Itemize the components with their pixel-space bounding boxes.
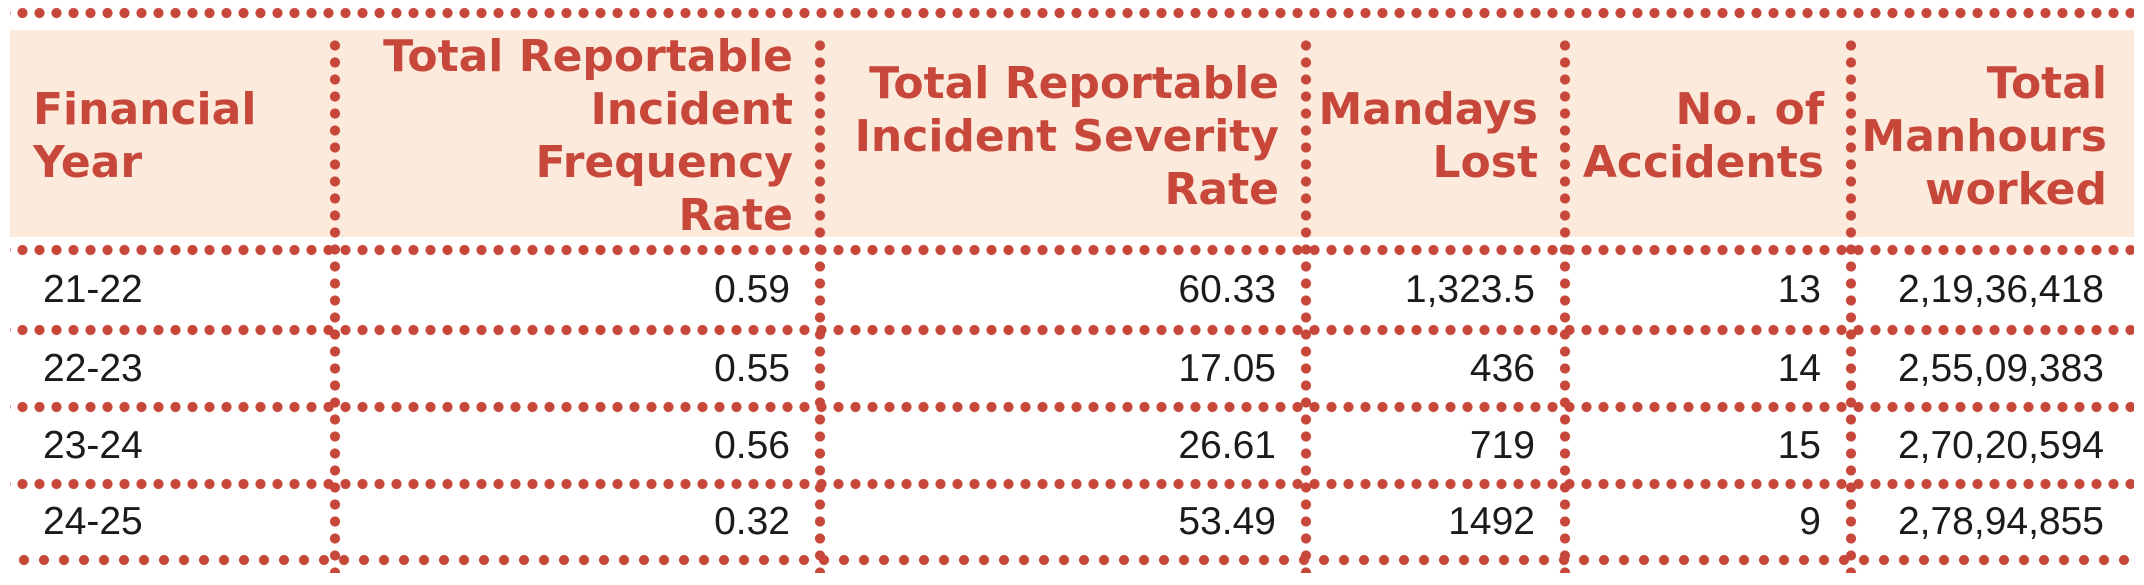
table-cell-mandays-lost: 1,323.5 <box>1404 268 1535 311</box>
row-divider <box>10 324 2134 336</box>
table-cell-frequency-rate: 0.59 <box>714 268 790 311</box>
row-divider <box>10 478 2134 490</box>
table-cell-financial-year: 21-22 <box>43 268 143 311</box>
column-header-mandays-lost: Mandays Lost <box>1318 84 1538 188</box>
column-header-total-manhours-worked: Total Manhours worked <box>1861 57 2107 215</box>
table-cell-no-of-accidents: 14 <box>1777 346 1821 390</box>
table-row: 22-23 0.55 17.05 436 14 2,55,09,383 <box>10 336 2134 401</box>
table-cell-no-of-accidents: 9 <box>1799 500 1821 543</box>
table-cell-manhours-worked: 2,19,36,418 <box>1897 268 2104 311</box>
table-cell-severity-rate: 60.33 <box>1178 268 1276 311</box>
table-cell-manhours-worked: 2,55,09,383 <box>1897 346 2104 390</box>
table-top-border <box>10 7 2134 19</box>
table-cell-financial-year: 24-25 <box>43 500 143 543</box>
row-divider <box>10 244 2134 256</box>
column-header-incident-severity-rate: Total Reportable Incident Severity Rate <box>854 57 1279 215</box>
table-cell-mandays-lost: 1492 <box>1448 500 1535 543</box>
table-cell-mandays-lost: 719 <box>1469 423 1535 467</box>
table-cell-severity-rate: 26.61 <box>1178 423 1276 467</box>
column-header-financial-year: Financial Year <box>33 84 257 188</box>
column-divider <box>1559 35 1571 573</box>
table-cell-no-of-accidents: 15 <box>1777 423 1821 467</box>
table-cell-frequency-rate: 0.32 <box>714 500 790 543</box>
table-cell-mandays-lost: 436 <box>1469 346 1535 390</box>
table-cell-frequency-rate: 0.55 <box>714 346 790 390</box>
table-cell-manhours-worked: 2,70,20,594 <box>1897 423 2104 467</box>
table-row: 23-24 0.56 26.61 719 15 2,70,20,594 <box>10 413 2134 478</box>
table-header-row: Financial Year Total Reportable Incident… <box>10 30 2134 241</box>
table-bottom-border <box>10 554 2134 566</box>
table-row: 21-22 0.59 60.33 1,323.5 13 2,19,36,418 <box>10 256 2134 324</box>
row-divider <box>10 401 2134 413</box>
column-divider <box>329 35 341 573</box>
safety-statistics-table: Financial Year Total Reportable Incident… <box>0 7 2144 585</box>
column-header-no-of-accidents: No. of Accidents <box>1582 84 1824 188</box>
column-divider <box>1845 35 1857 573</box>
table-cell-frequency-rate: 0.56 <box>714 423 790 467</box>
table-cell-financial-year: 23-24 <box>43 423 143 467</box>
column-divider <box>814 35 826 573</box>
table-cell-severity-rate: 53.49 <box>1178 500 1276 543</box>
table-cell-financial-year: 22-23 <box>43 346 143 390</box>
table-cell-manhours-worked: 2,78,94,855 <box>1897 500 2104 543</box>
table-cell-severity-rate: 17.05 <box>1178 346 1276 390</box>
table-row: 24-25 0.32 53.49 1492 9 2,78,94,855 <box>10 490 2134 554</box>
table-cell-no-of-accidents: 13 <box>1777 268 1821 311</box>
column-header-incident-frequency-rate: Total Reportable Incident Frequency Rate <box>383 31 793 241</box>
column-divider <box>1300 35 1312 573</box>
